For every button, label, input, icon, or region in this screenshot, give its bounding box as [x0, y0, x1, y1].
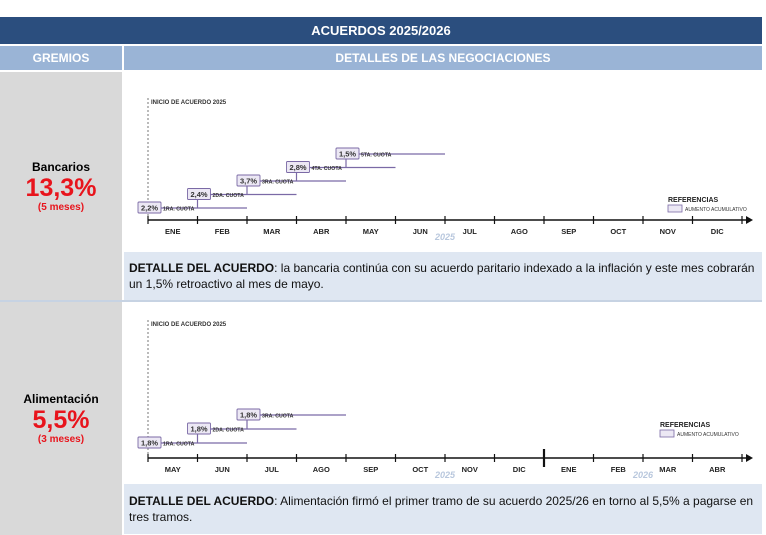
- step-value-label: 2,4%: [190, 190, 207, 199]
- gremio-cell-alimentacion: Alimentación 5,5% (3 meses): [0, 302, 122, 535]
- detail-label: DETALLE DEL ACUERDO: [129, 494, 275, 508]
- year-label: 2026: [632, 470, 654, 480]
- month-label: ENE: [561, 465, 576, 474]
- month-label: MAR: [659, 465, 677, 474]
- step-value-label: 1,8%: [240, 411, 257, 420]
- month-label: OCT: [412, 465, 428, 474]
- legend-item: AUMENTO ACUMULATIVO: [677, 432, 739, 438]
- legend-swatch: [667, 204, 683, 213]
- gremio-percent: 13,3%: [25, 173, 97, 202]
- month-label: AGO: [511, 227, 528, 236]
- detail-label: DETALLE DEL ACUERDO: [129, 261, 275, 275]
- step-value-label: 1,8%: [190, 425, 207, 434]
- page-title: ACUERDOS 2025/2026: [0, 17, 762, 44]
- month-label: FEB: [215, 227, 231, 236]
- month-label: JUN: [413, 227, 428, 236]
- month-label: ABR: [313, 227, 330, 236]
- step-value-box: [187, 422, 211, 435]
- gremio-cell-bancarios: Bancarios 13,3% (5 meses): [0, 72, 122, 300]
- step-cuota-label: 5TA. CUOTA: [361, 153, 392, 159]
- step-value-label: 1,5%: [339, 150, 356, 159]
- step-cuota-label: 2DA. CUOTA: [213, 428, 245, 434]
- step-cuota-label: 3RA. CUOTA: [262, 180, 294, 186]
- detail-text: : la bancaria continúa con su acuerdo pa…: [129, 261, 755, 291]
- gremio-name: Alimentación: [23, 392, 99, 406]
- month-label: FEB: [611, 465, 627, 474]
- month-label: JUL: [463, 227, 478, 236]
- month-label: NOV: [462, 465, 478, 474]
- step-value-label: 2,8%: [289, 163, 306, 172]
- month-label: ABR: [709, 465, 726, 474]
- gremio-name: Bancarios: [31, 159, 91, 174]
- month-label: MAR: [263, 227, 281, 236]
- step-value-label: 2,2%: [141, 204, 158, 213]
- detail-text: : Alimentación firmó el primer tramo de …: [129, 494, 754, 524]
- legend-swatch: [659, 429, 675, 438]
- step-value-box: [137, 436, 162, 449]
- year-label: 2025: [434, 470, 456, 480]
- column-header-detalles: DETALLES DE LAS NEGOCIACIONES: [124, 46, 762, 70]
- start-label: INICIO DE ACUERDO 2025: [151, 100, 227, 106]
- step-value-label: 3,7%: [240, 177, 257, 186]
- step-cuota-label: 4TA. CUOTA: [312, 166, 343, 172]
- step-cuota-label: 1RA. CUOTA: [163, 442, 195, 448]
- step-value-label: 1,8%: [141, 439, 158, 448]
- step-value-box: [137, 201, 162, 214]
- step-cuota-label: 2DA. CUOTA: [213, 193, 245, 199]
- gremio-percent: 5,5%: [32, 406, 90, 434]
- month-label: SEP: [561, 227, 576, 236]
- legend-title: REFERENCIAS: [660, 422, 711, 429]
- detail-alimentacion: DETALLE DEL ACUERDO: Alimentación firmó …: [124, 484, 762, 534]
- month-label: JUN: [215, 465, 230, 474]
- month-label: SEP: [363, 465, 378, 474]
- row-divider: [0, 300, 762, 302]
- start-label: INICIO DE ACUERDO 2025: [151, 322, 227, 328]
- column-header-gremios: GREMIOS: [0, 46, 122, 70]
- step-value-box: [187, 188, 211, 200]
- month-label: JUL: [265, 465, 280, 474]
- step-cuota-label: 3RA. CUOTA: [262, 414, 294, 420]
- legend-title: REFERENCIAS: [668, 197, 719, 204]
- step-value-box: [335, 147, 360, 160]
- month-label: AGO: [313, 465, 330, 474]
- timeline-chart-bancarios: INICIO DE ACUERDO 2025 ENE FEB MAR ABR MAY JUN…: [137, 98, 753, 242]
- month-label: NOV: [660, 227, 676, 236]
- chart-bancarios: INICIO DE ACUERDO 2025 ENE FEB MAR ABR MAY JUN…: [124, 72, 762, 250]
- gremio-duration: (5 meses): [37, 201, 85, 213]
- axis-arrow: [746, 216, 753, 224]
- gremio-duration: (3 meses): [37, 434, 85, 445]
- legend-item: AUMENTO ACUMULATIVO: [685, 207, 747, 213]
- timeline-chart-alimentacion: INICIO DE ACUERDO 2025 MAY JUN JUL AGO SEP OCT…: [137, 320, 753, 480]
- month-label: DIC: [711, 227, 725, 236]
- month-label: DIC: [513, 465, 527, 474]
- step-value-box: [236, 408, 261, 421]
- chart-alimentacion: INICIO DE ACUERDO 2025 MAY JUN JUL AGO SEP OCT…: [124, 302, 762, 482]
- step-value-box: [286, 161, 310, 173]
- month-label: MAY: [363, 227, 379, 236]
- month-label: OCT: [610, 227, 626, 236]
- month-label: MAY: [165, 465, 181, 474]
- month-label: ENE: [165, 227, 180, 236]
- step-cuota-label: 1RA. CUOTA: [163, 207, 195, 213]
- year-label: 2025: [434, 232, 456, 242]
- axis-arrow: [746, 454, 753, 462]
- detail-bancarios: DETALLE DEL ACUERDO: la bancaria continú…: [124, 252, 762, 300]
- step-value-box: [236, 174, 261, 187]
